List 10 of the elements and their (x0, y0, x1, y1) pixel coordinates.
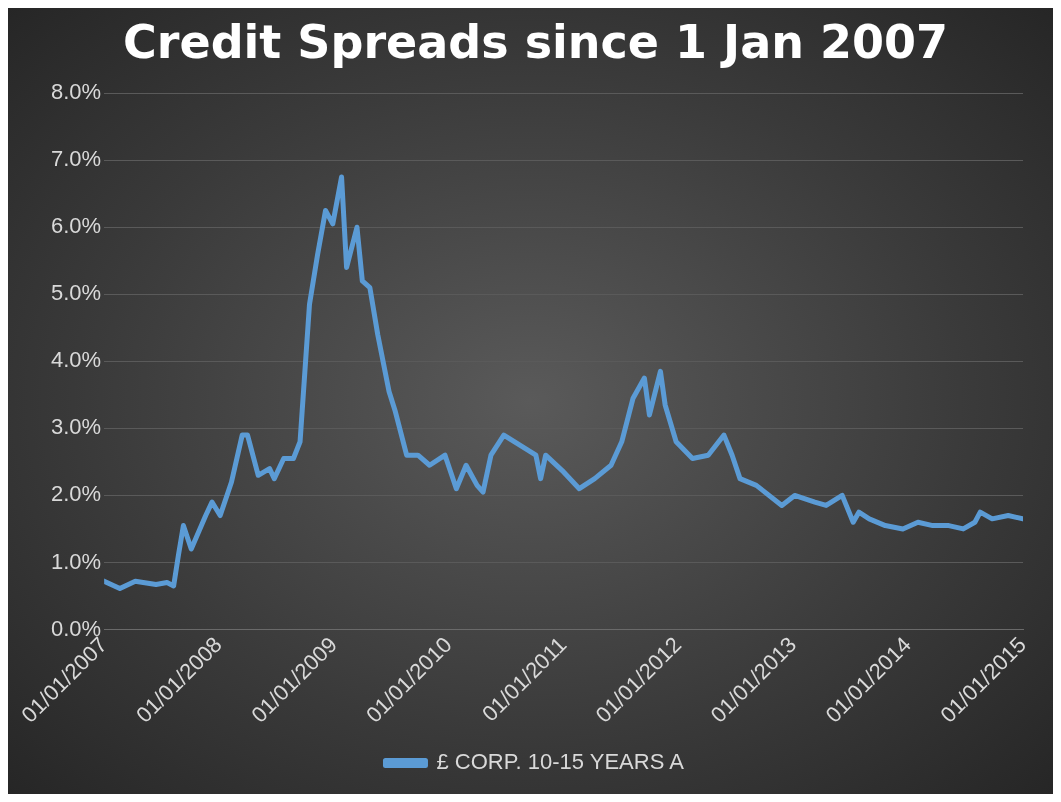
chart-title: Credit Spreads since 1 Jan 2007 (123, 14, 948, 69)
y-tick-label: 4.0% (50, 347, 102, 373)
y-tick-label: 8.0% (50, 79, 102, 105)
y-tick-label: 6.0% (50, 213, 102, 239)
legend-label: £ CORP. 10-15 YEARS A (436, 749, 685, 775)
y-tick-label: 3.0% (50, 414, 102, 440)
y-tick-label: 1.0% (50, 548, 102, 574)
y-tick-label: 2.0% (50, 481, 102, 507)
y-tick-label: 5.0% (50, 280, 102, 306)
y-tick-label: 7.0% (50, 146, 102, 172)
